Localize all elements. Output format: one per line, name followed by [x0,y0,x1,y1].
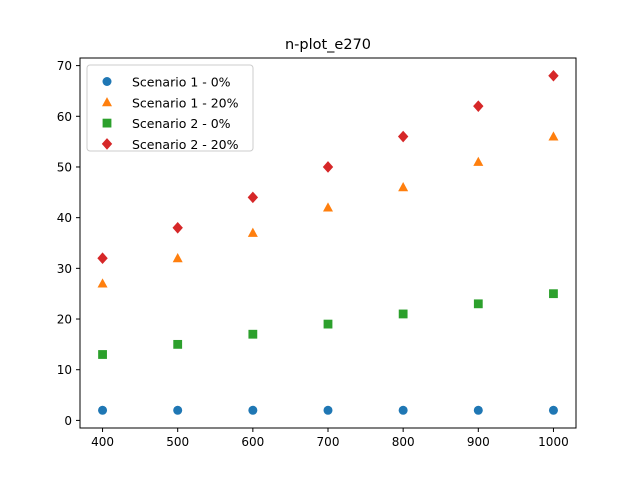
legend-marker [102,97,112,107]
data-point [473,405,483,415]
series-4 [97,69,559,265]
data-point [323,202,333,212]
legend-box [86,64,254,152]
y-tick-label: 10 [57,363,72,377]
y-tick-label: 70 [57,59,72,73]
x-tick-label: 500 [166,435,189,449]
series-2 [97,131,559,288]
data-point [548,131,559,141]
legend-marker [102,118,112,128]
legend-item: Scenario 1 - 0% [102,75,231,90]
x-tick-label: 800 [392,435,415,449]
data-point [473,299,483,309]
data-point [548,69,559,82]
data-point [398,405,408,415]
y-tick-label: 30 [57,262,72,276]
data-point [97,252,108,265]
data-point [98,350,107,359]
data-point [323,319,333,329]
series-1 [98,405,558,415]
data-point [248,329,258,339]
data-point [548,405,558,415]
y-tick-label: 40 [57,211,72,225]
legend: Scenario 1 - 0% Scenario 1 - 20% Scenario … [86,64,254,152]
data-point [398,309,408,319]
data-point [98,405,108,415]
data-point [549,289,558,299]
data-point [473,156,484,166]
data-point [173,405,183,415]
legend-label: Scenario 1 - 20% [132,95,239,110]
data-point [247,227,258,237]
x-tick-label: 400 [91,435,114,449]
data-point [473,100,484,112]
y-tick-label: 0 [64,414,72,428]
legend-item: Scenario 2 - 0% [102,116,231,131]
legend-marker [102,77,112,86]
data-point [323,405,333,415]
legend-label: Scenario 2 - 20% [132,137,239,152]
x-tick-label: 600 [241,435,264,449]
y-tick-label: 60 [57,110,72,124]
data-point [397,130,409,143]
series-3 [98,289,558,359]
data-point [398,182,409,192]
data-point [172,253,183,263]
data-point [173,339,183,349]
legend-item: Scenario 1 - 20% [102,95,239,110]
legend-marker [101,138,113,150]
data-point [247,191,259,204]
x-tick-label: 900 [467,435,490,449]
legend-item: Scenario 2 - 20% [101,137,239,152]
data-point [248,405,258,415]
data-marks [97,69,559,415]
data-point [97,278,108,288]
x-tick-label: 1000 [538,435,569,449]
y-tick-label: 20 [57,313,72,327]
legend-label: Scenario 2 - 0% [132,116,231,131]
axes: 400 500 600 700 800 900 1000 0 10 20 30 40 50 60 70 [57,57,577,449]
data-point [322,161,334,173]
y-tick-label: 50 [57,160,72,174]
x-tick-label: 700 [317,435,340,449]
chart-title: n-plot_e270 [285,37,371,53]
data-point [172,221,183,234]
legend-label: Scenario 1 - 0% [132,75,231,90]
